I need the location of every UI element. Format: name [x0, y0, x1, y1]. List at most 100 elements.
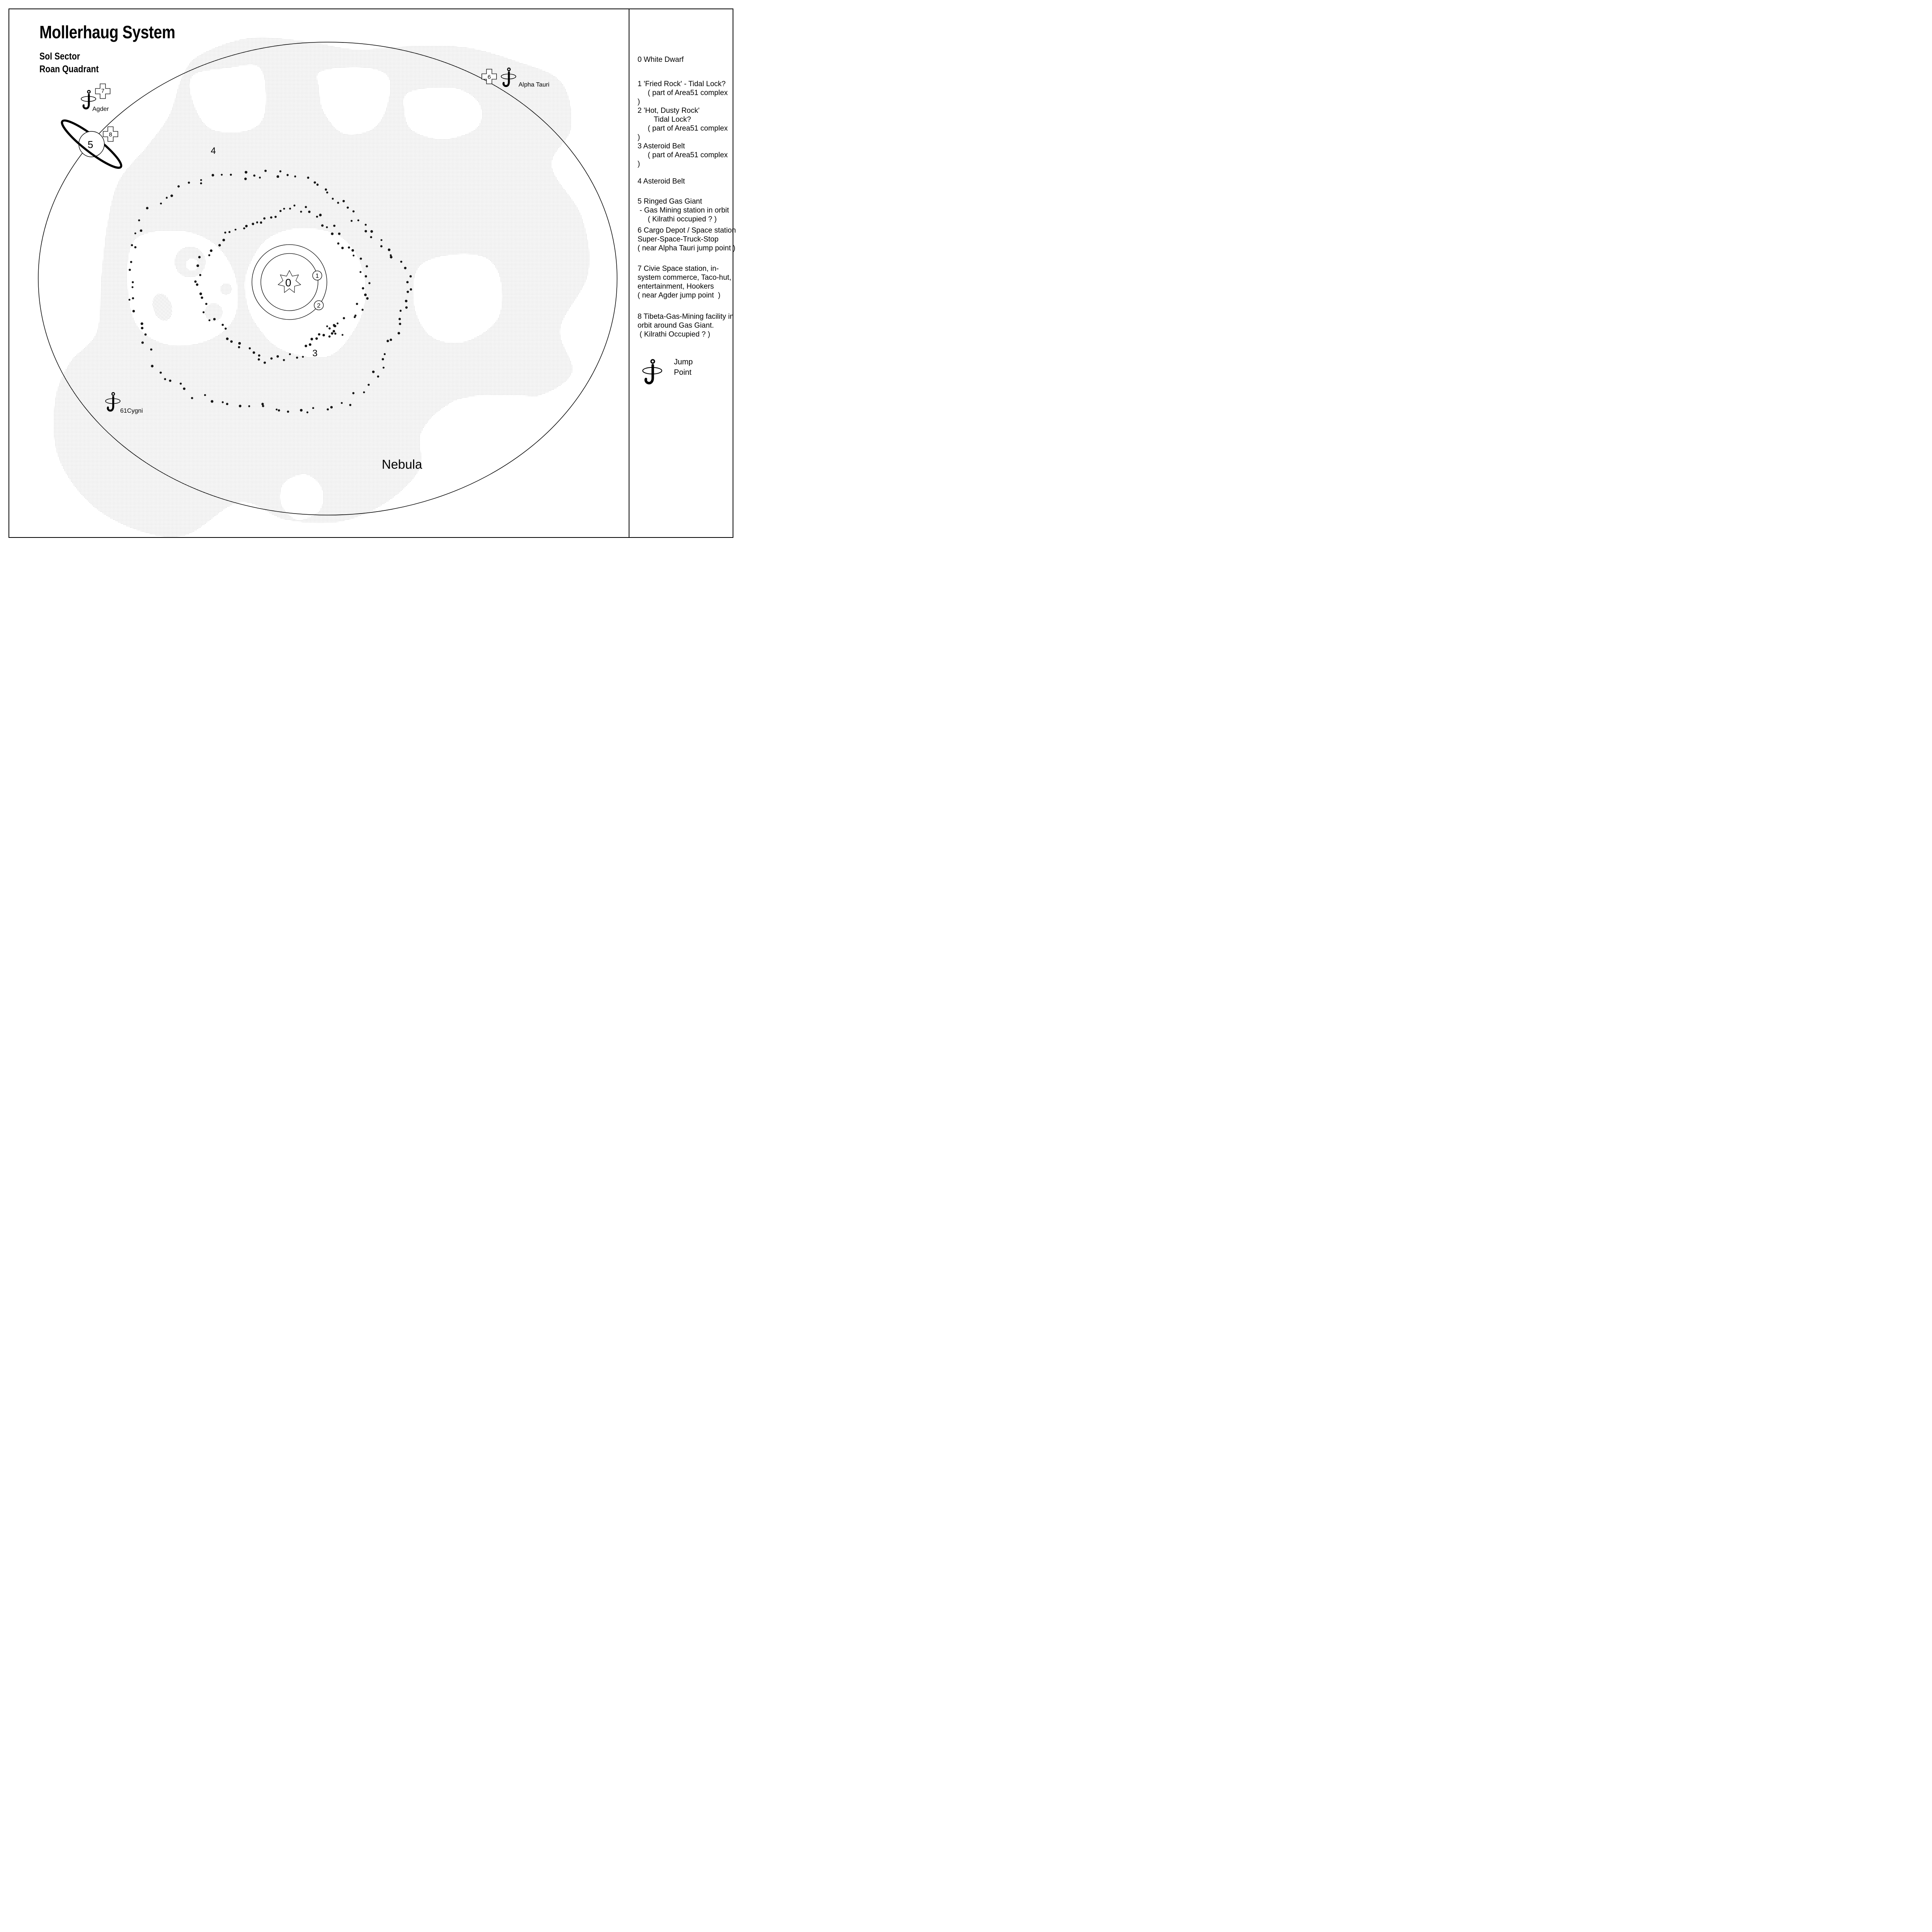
- asteroid-dot: [208, 254, 211, 257]
- jump-point-alpha-tauri-label: Alpha Tauri: [519, 82, 549, 88]
- asteroid-dot: [221, 173, 223, 176]
- asteroid-dot: [139, 229, 143, 232]
- asteroid-dot: [372, 370, 375, 373]
- asteroid-dot: [404, 267, 407, 269]
- asteroid-dot: [131, 244, 133, 247]
- jump-point-icon: [643, 360, 662, 383]
- asteroid-dot: [248, 405, 250, 407]
- asteroid-dot: [205, 303, 207, 305]
- nebula-hole: [403, 87, 482, 139]
- asteroid-dot: [213, 318, 216, 321]
- asteroid-dot: [313, 181, 316, 184]
- asteroid-dot: [321, 224, 324, 227]
- asteroid-dot: [302, 355, 304, 358]
- asteroid-dot: [342, 334, 344, 336]
- legend-jump-point-label: Jump Point: [674, 358, 693, 377]
- asteroid-dot: [198, 256, 201, 259]
- asteroid-dot: [270, 357, 273, 360]
- asteroid-dot: [386, 340, 389, 342]
- asteroid-dot: [140, 322, 143, 325]
- asteroid-dot: [293, 204, 296, 207]
- asteroid-dot: [380, 239, 383, 241]
- asteroid-dot: [362, 287, 364, 290]
- asteroid-dot: [256, 221, 259, 224]
- asteroid-dot: [328, 327, 331, 330]
- asteroid-dot: [309, 343, 311, 346]
- asteroid-dot: [222, 238, 225, 242]
- asteroid-dot: [327, 408, 329, 411]
- asteroid-dot: [308, 210, 311, 213]
- asteroid-dot: [334, 332, 337, 335]
- asteroid-dot: [315, 337, 318, 340]
- nebula-hole: [413, 253, 502, 343]
- asteroid-dot: [294, 175, 296, 178]
- asteroid-dot: [138, 219, 140, 221]
- asteroid-dot: [262, 405, 264, 407]
- legend-item-2-hot-dusty-rock: 2 'Hot, Dusty Rock' Tidal Lock? ( part o…: [638, 107, 728, 141]
- asteroid-dot: [151, 364, 154, 367]
- asteroid-dot: [316, 183, 319, 186]
- asteroid-dot: [146, 207, 149, 209]
- asteroid-dot: [286, 174, 289, 176]
- asteroid-dot: [141, 341, 144, 344]
- asteroid-dot: [341, 247, 344, 249]
- nebula-hole: [280, 474, 323, 520]
- legend-item-6-cargo-depot: 6 Cargo Depot / Space station Super-Spac…: [638, 226, 736, 252]
- asteroid-dot: [364, 230, 367, 233]
- asteroid-dot: [337, 242, 340, 245]
- asteroid-dot: [307, 176, 310, 179]
- asteroid-dot: [341, 402, 343, 404]
- asteroid-dot: [128, 299, 131, 301]
- station-cross-icon: [103, 126, 118, 142]
- asteroid-dot: [365, 275, 367, 278]
- asteroid-dot: [322, 334, 325, 337]
- asteroid-dot: [200, 179, 202, 181]
- asteroid-dot: [194, 280, 197, 283]
- asteroid-dot: [318, 333, 321, 336]
- asteroid-dot: [357, 219, 359, 221]
- asteroid-dot: [389, 255, 393, 259]
- asteroid-dot: [257, 358, 260, 361]
- asteroid-dot: [196, 283, 199, 286]
- asteroid-dot: [377, 375, 379, 378]
- asteroid-dot: [368, 282, 371, 284]
- asteroid-dot: [261, 403, 264, 405]
- station-8: 8: [103, 126, 118, 142]
- belt-3-label: 3: [312, 348, 317, 359]
- page-title: Mollerhaug System: [39, 22, 175, 42]
- asteroid-dot: [333, 224, 336, 227]
- asteroid-dot: [129, 269, 131, 271]
- asteroid-dot: [132, 310, 135, 313]
- white-dwarf-star: [277, 270, 301, 293]
- asteroid-dot: [252, 223, 254, 225]
- asteroid-belt-3: [194, 204, 371, 364]
- planet-ring-front: [61, 119, 122, 169]
- legend-item-5-ringed-gas-giant: 5 Ringed Gas Giant - Gas Mining station …: [638, 197, 729, 223]
- asteroid-dot: [252, 351, 255, 354]
- asteroid-dot: [211, 400, 214, 403]
- asteroid-dot: [260, 221, 262, 224]
- asteroid-dot: [253, 174, 256, 177]
- asteroid-dot: [332, 197, 334, 200]
- asteroid-dot: [364, 224, 367, 226]
- legend-item-0-white-dwarf: 0 White Dwarf: [638, 56, 684, 64]
- asteroid-dot: [132, 281, 134, 283]
- asteroid-dot: [164, 378, 166, 380]
- legend-jump-point-icon-box: [638, 355, 667, 387]
- asteroid-dot: [259, 177, 261, 179]
- asteroid-dot: [244, 177, 247, 180]
- asteroid-dot: [366, 297, 369, 300]
- planet-2: [314, 300, 324, 310]
- asteroid-dot: [170, 194, 173, 197]
- asteroid-dot: [276, 175, 279, 178]
- asteroid-dot: [349, 404, 352, 406]
- asteroid-dot: [130, 261, 133, 263]
- asteroid-dot: [359, 271, 362, 273]
- asteroid-dot: [330, 406, 333, 409]
- asteroid-dot: [199, 292, 202, 295]
- asteroid-dot: [210, 249, 213, 252]
- jump-point-agder-label: Agder: [92, 106, 109, 112]
- asteroid-dot: [226, 337, 229, 340]
- asteroid-dot: [202, 311, 205, 313]
- asteroid-dot: [289, 353, 291, 355]
